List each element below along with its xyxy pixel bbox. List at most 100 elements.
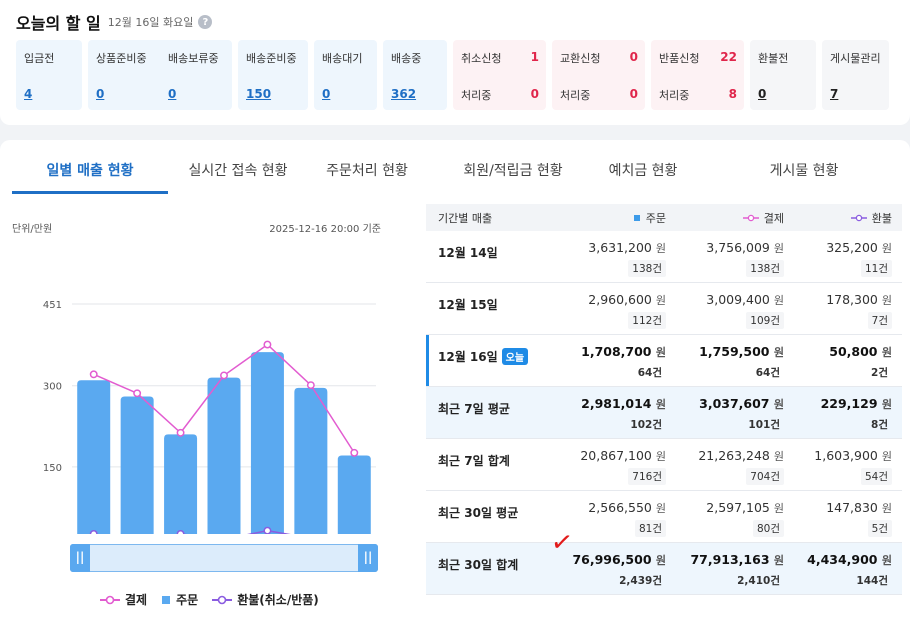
claim-count[interactable]: 0 — [629, 50, 638, 64]
series-point — [220, 371, 228, 380]
check-mark-annotation: ✓ — [549, 526, 575, 560]
amount-value: 21,263,248 — [698, 448, 770, 463]
count-value: 112건 — [628, 312, 666, 329]
claim-label: 반품신청 — [659, 52, 700, 65]
stat-value[interactable]: 0 — [168, 87, 177, 101]
amount: 3,009,400 원 — [666, 292, 784, 308]
amount: 1,708,700 원 — [548, 344, 666, 360]
cell-refund: 325,200 원 11건 — [784, 231, 902, 282]
stat-value[interactable]: 150 — [246, 87, 272, 101]
claim-count[interactable]: 1 — [530, 50, 539, 64]
chart-range-slider[interactable]: || || — [70, 544, 378, 572]
claim-sub-count[interactable]: 0 — [629, 87, 638, 101]
claim-sub-label: 처리중 — [461, 89, 492, 102]
stat-value[interactable]: 362 — [391, 87, 417, 101]
stat-label: 환불전 — [758, 52, 789, 65]
amount-value: 1,759,500 — [699, 344, 770, 359]
count-value: 54건 — [860, 468, 892, 485]
daily-sales-chart: 단위/만원 2025-12-16 20:00 기준 015030045112-1… — [0, 194, 395, 618]
amount-value: 20,867,100 — [580, 448, 652, 463]
help-icon[interactable]: ? — [198, 15, 213, 29]
stat-shipping-prep[interactable]: 배송준비중 150 — [238, 40, 308, 110]
amount-value: 1,708,700 — [581, 344, 652, 359]
tab-realtime-access[interactable]: 실시간 접속 현황 — [188, 163, 288, 179]
amount-value: 2,566,550 — [588, 500, 652, 515]
amount: 2,960,600 원 — [548, 292, 666, 308]
chart-base-time: 2025-12-16 20:00 기준 — [269, 224, 381, 235]
line-circle-icon — [100, 595, 120, 604]
amount: 2,566,550 원 — [548, 500, 666, 516]
claim-return[interactable]: 반품신청 22 처리중 8 — [651, 40, 744, 110]
stat-value[interactable]: 7 — [830, 87, 839, 101]
row-period: 12월 15일 — [426, 283, 548, 334]
count-value: 2,410건 — [737, 575, 780, 587]
range-handle-left[interactable]: || — [70, 544, 90, 572]
tab-member-points[interactable]: 회원/적립금 현황 — [463, 163, 563, 179]
stat-board-manage[interactable]: 게시물관리 7 — [822, 40, 889, 110]
won-unit: 원 — [881, 502, 892, 515]
today-badge: 오늘 — [501, 348, 529, 365]
cell-order: 1,708,700 원 64건 — [548, 335, 666, 386]
period-label: 12월 16일 — [438, 350, 498, 364]
stat-deposit-pending[interactable]: 입금전 4 — [16, 40, 82, 110]
stat-shipping-wait[interactable]: 배송대기 0 — [314, 40, 377, 110]
stat-label: 배송준비중 — [246, 52, 297, 65]
table-row: 최근 7일 평균 2,981,014 원 102건 3,037,607 원 101건 22… — [426, 387, 902, 439]
amount: 1,603,900 원 — [784, 448, 892, 464]
stat-label: 게시물관리 — [830, 52, 881, 65]
count-value: 102건 — [630, 419, 662, 431]
stat-label: 배송보류중 — [168, 52, 219, 65]
amount: 2,981,014 원 — [548, 396, 666, 412]
stat-on-hold[interactable]: 배송보류중 0 — [160, 40, 232, 110]
cell-order: 2,960,600 원 112건 — [548, 283, 666, 334]
won-unit: 원 — [773, 242, 784, 255]
cell-order: 20,867,100 원 716건 — [548, 439, 666, 490]
amount: 147,830 원 — [784, 500, 892, 516]
claim-exchange[interactable]: 교환신청 0 처리중 0 — [552, 40, 645, 110]
period-label: 최근 7일 평균 — [438, 402, 510, 416]
claim-sub-count[interactable]: 8 — [728, 87, 737, 101]
amount: 77,913,163 원 — [666, 552, 784, 568]
claim-cancel[interactable]: 취소신청 1 처리중 0 — [453, 40, 546, 110]
cell-refund: 1,603,900 원 54건 — [784, 439, 902, 490]
claim-count[interactable]: 22 — [720, 50, 737, 64]
amount-value: 50,800 — [829, 344, 878, 359]
amount-value: 2,960,600 — [588, 292, 652, 307]
y-tick-label: 300 — [43, 382, 62, 393]
stat-shipping[interactable]: 배송중 362 — [383, 40, 447, 110]
stat-value[interactable]: 0 — [322, 87, 331, 101]
todo-title: 오늘의 할 일 — [16, 14, 101, 33]
amount-value: 147,830 — [826, 500, 878, 515]
legend-item-payment[interactable]: 결제 — [100, 591, 147, 608]
stat-value[interactable]: 0 — [758, 87, 767, 101]
count-value: 109건 — [746, 312, 784, 329]
cell-order: 2,981,014 원 102건 — [548, 387, 666, 438]
stat-value[interactable]: 0 — [96, 87, 105, 101]
stat-refund-pending[interactable]: 환불전 0 — [750, 40, 816, 110]
bar-order — [337, 455, 371, 534]
cell-payment: 3,037,607 원 101건 — [666, 387, 784, 438]
won-unit: 원 — [773, 346, 784, 359]
amount: 2,597,105 원 — [666, 500, 784, 516]
table-row: 12월 14일 3,631,200 원 138건 3,756,009 원 138건 325… — [426, 231, 902, 283]
legend-item-order[interactable]: 주문 — [161, 591, 198, 608]
tab-daily-sales[interactable]: 일별 매출 현황 — [0, 140, 180, 194]
stat-preparing[interactable]: 상품준비중 0 — [88, 40, 160, 110]
cell-payment: 21,263,248 원 704건 — [666, 439, 784, 490]
stat-value[interactable]: 4 — [24, 87, 33, 101]
series-point — [263, 526, 272, 534]
row-period: 12월 16일 오늘 — [426, 335, 548, 386]
bar-order — [294, 387, 328, 534]
range-handle-right[interactable]: || — [358, 544, 378, 572]
won-unit: 원 — [655, 242, 666, 255]
tab-board[interactable]: 게시물 현황 — [769, 163, 839, 179]
amount-value: 4,434,900 — [807, 552, 878, 567]
tab-deposit[interactable]: 예치금 현황 — [608, 163, 678, 179]
claim-sub-count[interactable]: 0 — [530, 87, 539, 101]
legend-item-refund[interactable]: 환불(취소/반품) — [212, 591, 319, 608]
cell-payment: 3,756,009 원 138건 — [666, 231, 784, 282]
count-value: 81건 — [634, 520, 666, 537]
legend-label: 환불(취소/반품) — [237, 593, 319, 607]
bar-order — [120, 396, 154, 534]
tab-order-processing[interactable]: 주문처리 현황 — [326, 163, 408, 179]
